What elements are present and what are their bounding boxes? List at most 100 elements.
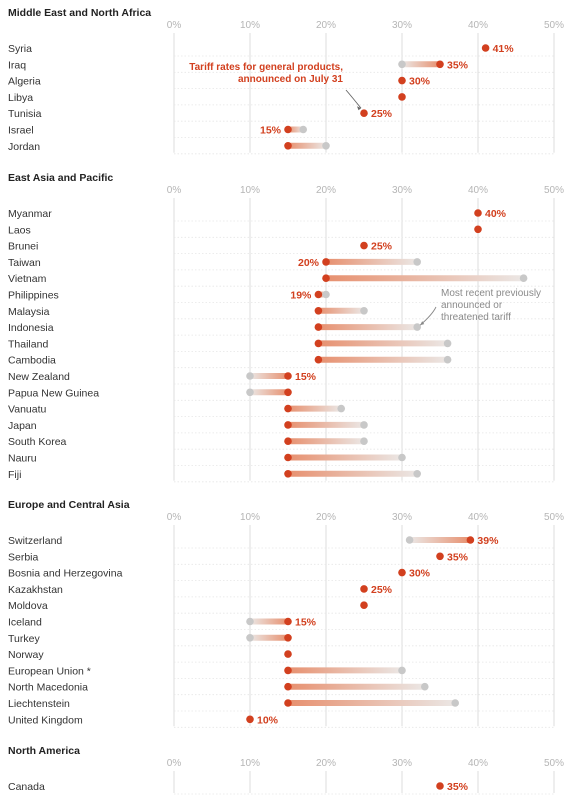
row-kazakhstan: Kazakhstan 25% bbox=[8, 584, 554, 598]
new-rate-dot bbox=[284, 699, 292, 707]
country-name: Liechtenstein bbox=[8, 698, 70, 710]
country-name: Tunisia bbox=[8, 108, 42, 120]
row-philippines: Philippines 19% bbox=[8, 290, 554, 303]
row-papua-new-guinea: Papua New Guinea bbox=[8, 387, 554, 401]
prev-rate-dot bbox=[246, 634, 254, 642]
prev-rate-dot bbox=[322, 142, 330, 150]
row-united-kingdom: United Kingdom 10% bbox=[8, 714, 554, 728]
prev-rate-dot bbox=[451, 699, 460, 707]
new-rate-dot bbox=[284, 650, 292, 658]
new-rate-dot bbox=[314, 355, 323, 364]
region-north-america: North America 0% 10% 20% 30% 40% 50% Canada 35% bbox=[8, 745, 564, 795]
new-rate-dot bbox=[284, 372, 292, 380]
annotation-new-rate: Tariff rates for general products,announ… bbox=[189, 62, 362, 111]
country-name: European Union * bbox=[8, 665, 91, 677]
country-name: Philippines bbox=[8, 290, 59, 302]
country-name: Bosnia and Herzegovina bbox=[8, 568, 123, 580]
rate-label: 10% bbox=[257, 714, 279, 726]
country-name: Japan bbox=[8, 420, 37, 432]
rate-label: 25% bbox=[371, 241, 393, 253]
country-name: Algeria bbox=[8, 76, 41, 88]
country-name: Myanmar bbox=[8, 208, 52, 220]
new-rate-dot bbox=[284, 404, 292, 413]
rate-label: 15% bbox=[260, 125, 282, 137]
rate-label: 25% bbox=[371, 108, 393, 120]
row-serbia: Serbia 35% bbox=[8, 551, 554, 565]
country-name: North Macedonia bbox=[8, 682, 88, 694]
tick-label: 10% bbox=[240, 758, 260, 769]
new-rate-dot bbox=[284, 125, 292, 134]
region-europe-and-central-asia: Europe and Central Asia 0% 10% 20% 30% 40% 50%… bbox=[8, 499, 564, 728]
row-laos: Laos bbox=[8, 224, 554, 238]
prev-rate-dot bbox=[322, 290, 330, 299]
rate-label: 30% bbox=[409, 76, 431, 88]
row-north-macedonia: North Macedonia bbox=[8, 682, 554, 696]
row-algeria: Algeria 30% bbox=[8, 76, 554, 89]
row-turkey: Turkey bbox=[8, 633, 554, 647]
row-fiji: Fiji bbox=[8, 469, 554, 483]
rate-label: 30% bbox=[409, 568, 431, 580]
region-middle-east-and-north-africa: Middle East and North Africa 0% 10% 20% 30% 4… bbox=[8, 7, 564, 155]
new-rate-dot bbox=[360, 601, 368, 609]
new-rate-dot bbox=[314, 307, 323, 315]
tick-label: 50% bbox=[544, 185, 564, 196]
row-vietnam: Vietnam bbox=[8, 273, 554, 287]
country-name: Taiwan bbox=[8, 257, 41, 269]
new-rate-dot bbox=[466, 536, 475, 544]
new-rate-dot bbox=[481, 44, 490, 52]
country-name: Iraq bbox=[8, 59, 26, 71]
tick-label: 10% bbox=[240, 512, 260, 523]
row-iceland: Iceland 15% bbox=[8, 617, 554, 630]
new-rate-dot bbox=[360, 585, 368, 593]
prev-rate-dot bbox=[413, 323, 422, 331]
tick-label: 10% bbox=[240, 185, 260, 196]
row-myanmar: Myanmar 40% bbox=[8, 208, 554, 222]
country-name: Switzerland bbox=[8, 535, 62, 547]
row-liechtenstein: Liechtenstein bbox=[8, 698, 554, 712]
country-name: Brunei bbox=[8, 241, 38, 253]
tick-label: 0% bbox=[167, 20, 182, 31]
prev-rate-dot bbox=[360, 437, 368, 446]
annotation-new-rate-line: announced on July 31 bbox=[238, 74, 343, 85]
new-rate-dot bbox=[360, 109, 368, 117]
new-rate-dot bbox=[474, 209, 482, 217]
new-rate-dot bbox=[360, 241, 368, 250]
prev-rate-dot bbox=[398, 60, 406, 69]
country-name: Israel bbox=[8, 125, 34, 137]
country-name: Turkey bbox=[8, 633, 40, 645]
tick-label: 30% bbox=[392, 758, 412, 769]
tick-label: 0% bbox=[167, 185, 182, 196]
row-taiwan: Taiwan 20% bbox=[8, 257, 554, 271]
new-rate-dot bbox=[314, 339, 323, 348]
new-rate-dot bbox=[398, 568, 406, 577]
tick-label: 30% bbox=[392, 20, 412, 31]
tick-label: 50% bbox=[544, 512, 564, 523]
new-rate-dot bbox=[284, 421, 292, 429]
region-title: North America bbox=[8, 745, 80, 757]
row-norway: Norway bbox=[8, 649, 554, 663]
row-thailand: Thailand bbox=[8, 338, 554, 352]
new-rate-dot bbox=[284, 617, 292, 626]
prev-rate-dot bbox=[360, 307, 368, 315]
rate-label: 19% bbox=[290, 290, 312, 302]
country-name: Indonesia bbox=[8, 322, 54, 334]
row-tunisia: Tunisia 25% bbox=[8, 108, 554, 122]
row-jordan: Jordan bbox=[8, 141, 554, 155]
row-south-korea: South Korea bbox=[8, 436, 554, 450]
new-rate-dot bbox=[284, 453, 292, 462]
prev-rate-dot bbox=[519, 274, 528, 283]
new-rate-dot bbox=[398, 76, 406, 85]
country-name: Malaysia bbox=[8, 306, 50, 318]
row-indonesia: Indonesia bbox=[8, 322, 554, 336]
rate-label: 35% bbox=[447, 551, 469, 563]
row-malaysia: Malaysia bbox=[8, 306, 554, 320]
tick-label: 20% bbox=[316, 512, 336, 523]
tick-label: 50% bbox=[544, 20, 564, 31]
new-rate-dot bbox=[284, 142, 292, 150]
country-name: Fiji bbox=[8, 469, 21, 481]
tick-label: 20% bbox=[316, 20, 336, 31]
tick-label: 40% bbox=[468, 512, 488, 523]
new-rate-dot bbox=[284, 666, 292, 675]
